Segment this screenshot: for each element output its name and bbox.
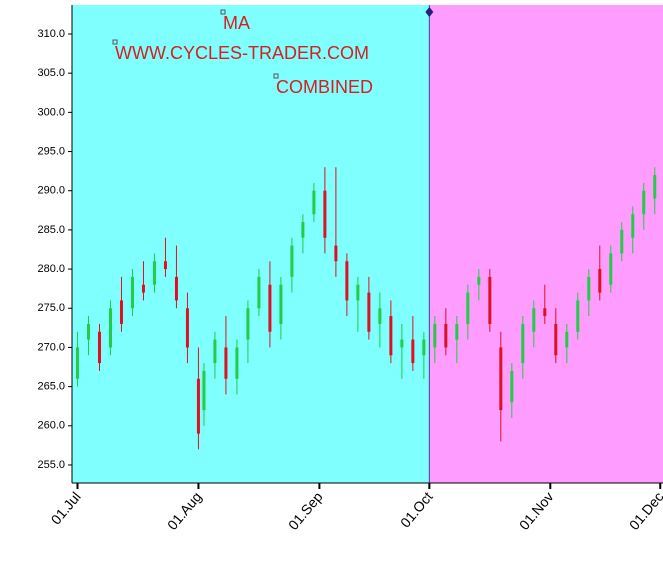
candle-body [224,347,228,379]
region-after [429,5,663,483]
plot-marks [75,167,657,450]
candle-body [499,347,503,411]
candle-body [196,378,200,434]
candle-body [587,276,591,301]
candle-body [565,331,569,348]
y-tick-label: 270.0 [37,341,65,353]
candle-body [97,331,101,364]
candle-body [257,276,261,309]
candle-body [185,308,189,348]
split-marker [425,7,434,17]
y-tick-label: 300.0 [37,106,65,118]
annotation-anchor [220,9,226,15]
candle-body [642,190,646,215]
candle-body [323,190,327,238]
candle-body [466,292,470,324]
candle-body [411,339,415,364]
x-tick-label: 01.Aug [164,489,205,533]
y-tick-label: 305.0 [37,67,65,79]
x-tick-label: 01.Jul [48,489,84,528]
x-tick-label: 01.Nov [516,489,557,533]
candle-body [554,323,558,356]
y-tick-label: 290.0 [37,185,65,197]
x-tick-label: 01.Sep [285,488,326,532]
candle-body [108,308,112,348]
candle-body [510,370,514,403]
candle-body [75,347,79,379]
candle-body [620,229,624,254]
candle-body [455,323,459,340]
plot-background [72,5,663,483]
axes [68,5,663,489]
candle-body [174,276,178,301]
candle-body [213,339,217,364]
candle-body [279,284,283,324]
x-tick-label: 01.Dec [626,489,663,533]
candle-body [631,214,635,238]
candle-body [290,245,294,277]
candle-body [543,308,547,317]
y-tick-label: 260.0 [37,420,65,432]
candle-body [119,300,123,324]
candle-body [653,175,657,199]
candle-body [356,284,360,301]
y-tick-label: 255.0 [37,459,65,471]
candle-body [444,323,448,348]
candle-body [576,300,580,332]
candle-body [400,339,404,348]
candle-body [312,190,316,215]
candle-body [532,308,536,332]
candle-body [301,222,305,238]
candle-body [130,276,134,309]
y-tick-label: 295.0 [37,145,65,157]
candle-body [141,284,145,293]
candle-body [235,347,239,379]
candle-body [389,316,393,356]
annotation: WWW.CYCLES-TRADER.COM [115,43,369,63]
annotation-anchor [112,39,118,45]
candle-body [345,261,349,301]
y-tick-label: 275.0 [37,302,65,314]
candle-body [246,308,250,340]
candle-body [422,339,426,356]
candle-body [488,276,492,324]
y-tick-label: 265.0 [37,381,65,393]
candle-body [367,292,371,332]
annotation: COMBINED [276,77,373,97]
y-tick-label: 285.0 [37,224,65,236]
candle-body [86,323,90,340]
candle-body [163,261,167,270]
region-before [72,5,430,483]
y-tick-label: 310.0 [37,28,65,40]
candle-body [521,323,525,364]
candle-body [378,308,382,324]
annotation-anchor [273,73,279,79]
y-tick-label: 280.0 [37,263,65,275]
candle-body [268,284,272,332]
candle-body [334,245,338,262]
candle-body [477,276,481,285]
candle-body [202,370,206,411]
candle-body [433,323,437,348]
x-tick-label: 01.Oct [397,489,436,531]
annotation: MA [223,13,250,33]
candle-body [609,253,613,285]
candle-body [598,269,602,293]
candle-body [152,261,156,285]
